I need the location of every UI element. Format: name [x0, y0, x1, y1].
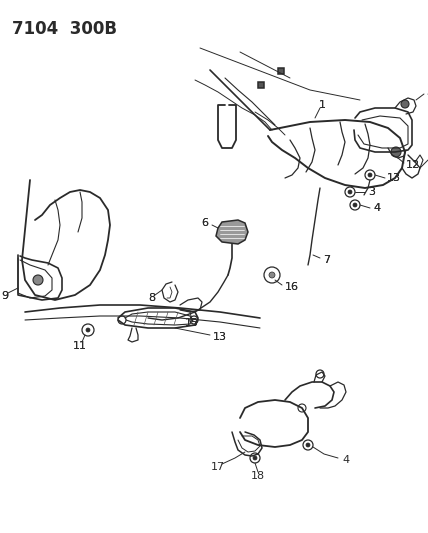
Text: 3: 3	[368, 187, 375, 197]
Text: 13: 13	[213, 332, 227, 342]
Circle shape	[306, 443, 310, 447]
Text: 1: 1	[318, 100, 326, 110]
Text: 3: 3	[368, 187, 375, 197]
Text: 6: 6	[201, 218, 208, 228]
Circle shape	[391, 147, 401, 157]
Text: 18: 18	[251, 471, 265, 481]
Text: 9: 9	[1, 291, 9, 301]
Text: 11: 11	[73, 341, 87, 351]
Text: 3: 3	[426, 87, 428, 97]
Circle shape	[269, 272, 275, 278]
Text: 8: 8	[149, 293, 155, 303]
Text: 15: 15	[185, 318, 199, 328]
Text: 13: 13	[387, 173, 401, 183]
Circle shape	[86, 328, 90, 332]
Circle shape	[348, 190, 352, 194]
Circle shape	[353, 203, 357, 207]
Text: 13: 13	[387, 173, 401, 183]
Text: 4: 4	[342, 455, 349, 465]
Text: 9: 9	[1, 291, 9, 301]
Text: 13: 13	[213, 332, 227, 342]
Text: 16: 16	[285, 282, 299, 292]
Text: 12: 12	[406, 160, 420, 170]
Text: 4: 4	[373, 203, 380, 213]
Text: 11: 11	[73, 341, 87, 351]
Text: 15: 15	[185, 318, 199, 328]
Text: 3: 3	[426, 87, 428, 97]
Text: 17: 17	[211, 462, 225, 472]
Polygon shape	[258, 82, 264, 88]
Text: 8: 8	[149, 293, 155, 303]
Text: 7104  300B: 7104 300B	[12, 20, 117, 38]
Text: 7: 7	[323, 255, 330, 265]
Circle shape	[401, 100, 409, 108]
Text: 6: 6	[201, 218, 208, 228]
Text: 16: 16	[285, 282, 299, 292]
Polygon shape	[216, 220, 248, 244]
Text: 7: 7	[323, 255, 330, 265]
Text: 12: 12	[406, 160, 420, 170]
Text: 4: 4	[373, 203, 380, 213]
Polygon shape	[278, 68, 284, 74]
Circle shape	[33, 275, 43, 285]
Circle shape	[368, 173, 372, 177]
Text: 1: 1	[318, 100, 326, 110]
Circle shape	[253, 456, 257, 460]
